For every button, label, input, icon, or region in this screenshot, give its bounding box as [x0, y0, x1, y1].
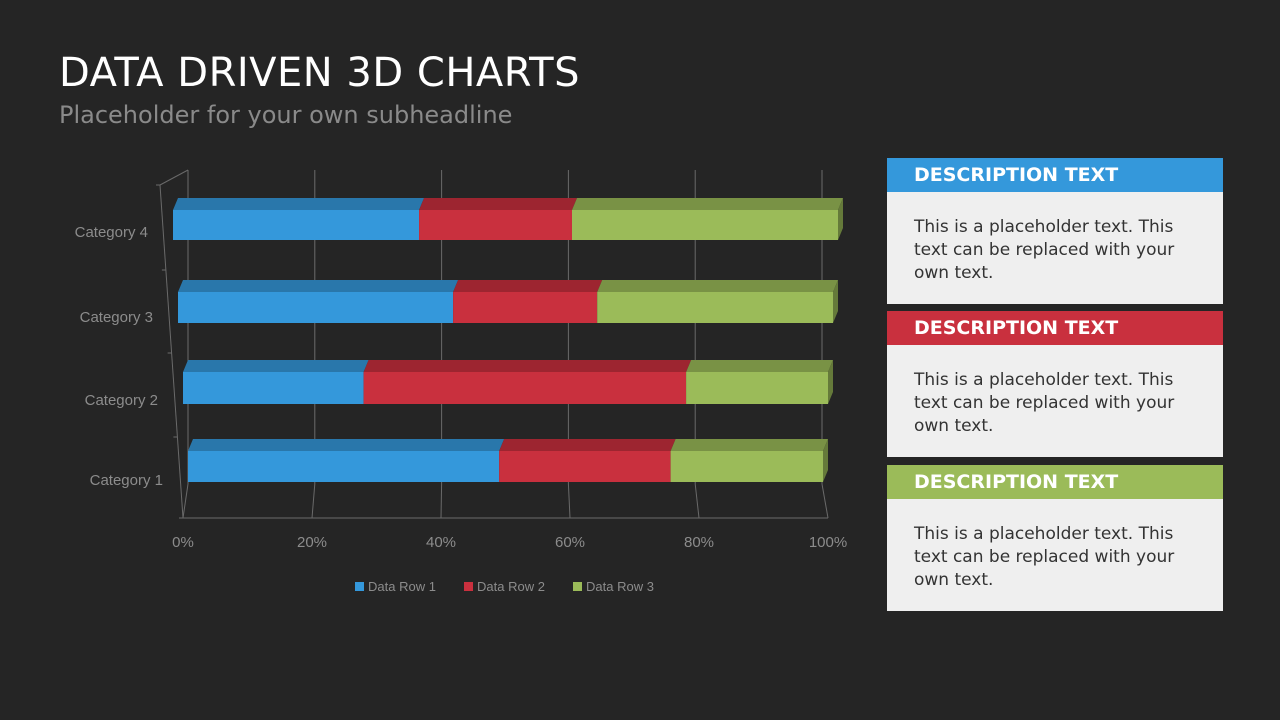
bar-top-1 [173, 198, 425, 210]
slide-title: DATA DRIVEN 3D CHARTS [59, 50, 580, 96]
bar-segment [572, 210, 838, 240]
x-tick-label: 0% [172, 534, 194, 551]
y-axis-line [159, 184, 184, 519]
bar-top-2 [363, 360, 692, 372]
bar-top-1 [188, 439, 505, 451]
category-label: Category 3 [80, 309, 153, 326]
description-header-2: DESCRIPTION TEXT [887, 311, 1223, 345]
gridline-floor [311, 483, 316, 519]
description-box-3: DESCRIPTION TEXT This is a placeholder t… [887, 465, 1223, 611]
bar-segment [173, 210, 420, 240]
description-header-1: DESCRIPTION TEXT [887, 158, 1223, 192]
bar-segment [499, 451, 671, 482]
bar-top-2 [453, 280, 603, 292]
description-body-2: This is a placeholder text. This text ca… [887, 345, 1223, 457]
stacked-bar-chart: Category 4 Category 3 Category 2 Category 1… [75, 169, 847, 594]
bar-side [823, 439, 828, 482]
description-body-1: This is a placeholder text. This text ca… [887, 192, 1223, 304]
bar-side [833, 280, 838, 323]
description-body-3: This is a placeholder text. This text ca… [887, 499, 1223, 611]
bar-top-3 [686, 360, 833, 372]
legend-label: Data Row 2 [477, 579, 545, 594]
description-header-3: DESCRIPTION TEXT [887, 465, 1223, 499]
bar-side [838, 198, 843, 240]
x-tick-label: 20% [297, 534, 327, 551]
legend-swatch [464, 582, 473, 591]
axis-top-edge [159, 169, 189, 186]
category-label: Category 1 [90, 472, 163, 489]
category-label: Category 4 [75, 224, 148, 241]
bar-top-2 [499, 439, 676, 451]
bar-top-2 [419, 198, 577, 210]
gridline-floor [567, 483, 571, 519]
gridline-floor [694, 483, 700, 519]
legend-label: Data Row 1 [368, 579, 436, 594]
bar-segment [188, 451, 500, 482]
bar-top-3 [597, 280, 838, 292]
gridline-floor [182, 483, 189, 519]
bar-segment [419, 210, 572, 240]
bar-top-3 [572, 198, 843, 210]
x-tick-label: 80% [684, 534, 714, 551]
bar-top-1 [183, 360, 369, 372]
legend-swatch [355, 582, 364, 591]
category-label: Category 2 [85, 392, 158, 409]
bar-segment [686, 372, 828, 404]
x-tick-label: 100% [809, 534, 847, 551]
gridline-floor [440, 483, 443, 519]
gridline-floor [821, 483, 829, 519]
bar-segment [453, 292, 598, 323]
x-tick-label: 40% [426, 534, 456, 551]
slide-subtitle: Placeholder for your own subheadline [59, 101, 513, 129]
legend-label: Data Row 3 [586, 579, 654, 594]
bar-segment [363, 372, 687, 404]
description-box-2: DESCRIPTION TEXT This is a placeholder t… [887, 311, 1223, 457]
description-box-1: DESCRIPTION TEXT This is a placeholder t… [887, 158, 1223, 304]
bar-segment [178, 292, 454, 323]
bar-top-3 [670, 439, 828, 451]
bar-side [828, 360, 833, 404]
bar-segment [670, 451, 823, 482]
legend-swatch [573, 582, 582, 591]
bar-top-1 [178, 280, 459, 292]
x-tick-label: 60% [555, 534, 585, 551]
bar-segment [183, 372, 364, 404]
bar-segment [597, 292, 833, 323]
